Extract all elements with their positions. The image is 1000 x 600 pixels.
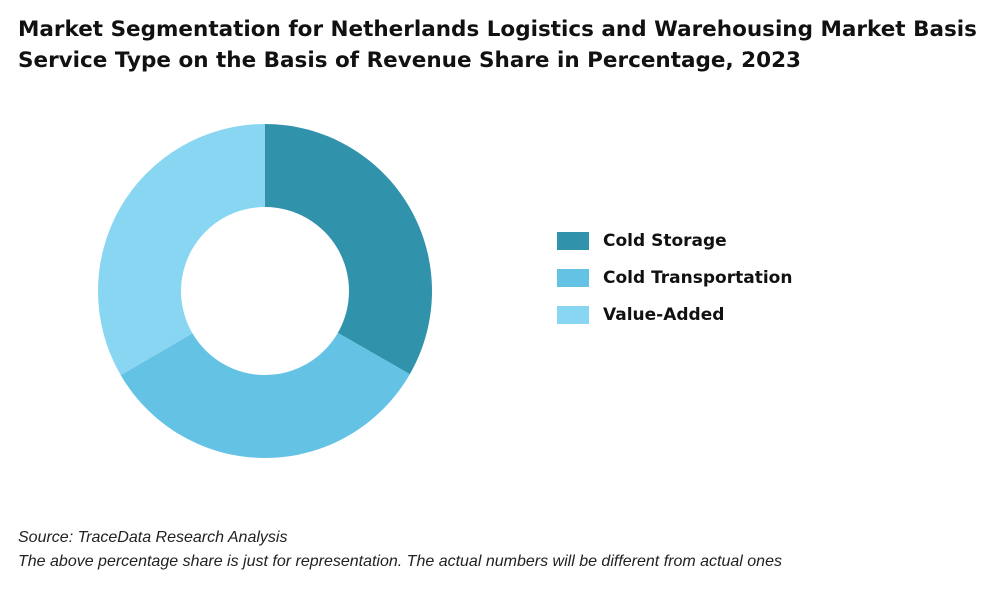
legend-item-cold-transportation: Cold Transportation [557,259,792,296]
chart-title: Market Segmentation for Netherlands Logi… [18,17,977,73]
disclaimer-note: The above percentage share is just for r… [18,553,782,570]
legend-swatch [557,231,589,250]
legend-label: Cold Storage [603,230,727,251]
legend-swatch [557,268,589,287]
donut-slice-cold-transportation [120,332,410,458]
source-text: Source: TraceData Research Analysis [18,529,288,546]
legend-swatch [557,305,589,324]
legend-item-value-added: Value-Added [557,296,792,333]
legend-label: Value-Added [603,304,725,325]
legend-item-cold-storage: Cold Storage [557,222,792,259]
donut-slice-value-added [97,123,265,376]
chart-legend: Cold Storage Cold Transportation Value-A… [557,222,792,333]
legend-label: Cold Transportation [603,267,793,288]
donut-slice-cold-storage [265,124,432,375]
